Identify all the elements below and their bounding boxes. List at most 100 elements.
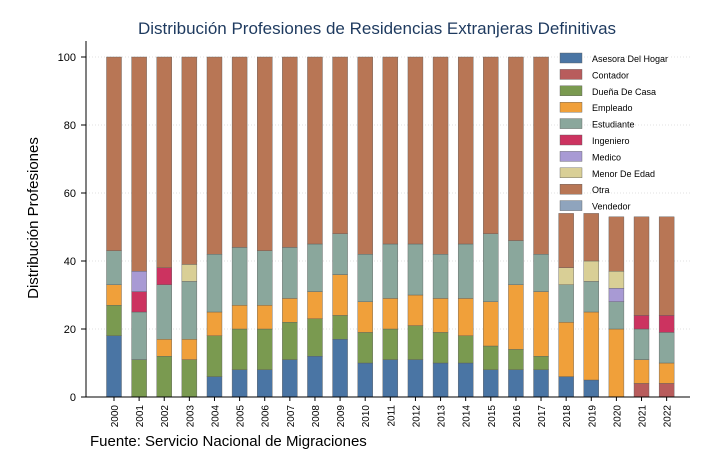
bar-segment — [382, 359, 399, 398]
bar-segment — [533, 356, 549, 371]
bar-segment — [156, 56, 172, 269]
bar-segment — [181, 281, 198, 340]
legend-swatch — [559, 52, 583, 64]
bar-segment — [633, 216, 650, 316]
bar-segment — [156, 267, 172, 285]
bar-segment — [508, 240, 524, 286]
bar-segment — [407, 294, 424, 326]
legend-swatch — [559, 167, 583, 179]
bar-segment — [533, 253, 549, 292]
bar-segment — [332, 339, 348, 398]
bar-segment — [131, 56, 147, 272]
bar-segment — [658, 315, 675, 333]
x-tick-label: 2021 — [638, 405, 649, 428]
bar-segment — [357, 301, 373, 333]
bar-segment — [206, 376, 223, 398]
bar-segment — [432, 253, 449, 299]
y-tick-label: 40 — [64, 256, 76, 268]
bar-segment — [608, 301, 625, 330]
bar-segment — [231, 305, 248, 330]
bar-segment — [483, 345, 499, 370]
bar-segment — [181, 359, 198, 398]
y-axis-label: Distribución Profesiones — [25, 137, 42, 299]
bar-segment — [608, 271, 625, 289]
bar-segment — [131, 359, 147, 398]
bar-segment — [307, 291, 323, 320]
bar-segment — [332, 315, 348, 340]
bar-segment — [533, 369, 549, 398]
bar-segment — [483, 369, 499, 398]
legend-label: Empleado — [592, 103, 633, 113]
bar-segment — [558, 322, 574, 377]
bar-segment — [407, 243, 424, 296]
bar-segment — [307, 356, 323, 398]
bar-segment — [558, 213, 574, 268]
x-tick-label: 2012 — [411, 405, 422, 428]
bar-segment — [608, 288, 625, 303]
bar-segment — [332, 233, 348, 275]
bars — [106, 56, 675, 398]
bar-segment — [357, 56, 373, 255]
bar-segment — [457, 298, 474, 336]
bar-segment — [583, 260, 599, 282]
legend-swatch — [559, 200, 583, 211]
bar-segment — [658, 383, 675, 398]
bar-segment — [156, 339, 172, 357]
bar-segment — [407, 359, 424, 398]
bar-segment — [181, 264, 198, 282]
bar-segment — [658, 332, 675, 364]
bar-segment — [382, 328, 399, 360]
bar-segment — [457, 362, 474, 398]
bar-segment — [658, 362, 675, 384]
bar-segment — [131, 271, 147, 292]
bar-segment — [231, 328, 248, 370]
bar-segment — [432, 332, 449, 364]
bar-segment — [181, 339, 198, 360]
bar-segment — [206, 335, 223, 377]
legend-swatch — [559, 69, 583, 80]
legend-label: Ingeniero — [592, 136, 630, 146]
bar-segment — [633, 315, 650, 330]
bar-segment — [457, 335, 474, 364]
bar-segment — [583, 281, 599, 313]
bar-segment — [257, 328, 273, 370]
x-tick-label: 2004 — [210, 405, 221, 428]
bar-segment — [106, 56, 122, 252]
legend-label: Vendedor — [592, 202, 631, 212]
bar-segment — [633, 328, 650, 360]
bar-segment — [407, 325, 424, 360]
bar-segment — [508, 349, 524, 370]
bar-segment — [282, 247, 298, 299]
x-tick-label: 2000 — [110, 405, 121, 428]
bar-segment — [583, 379, 599, 398]
bar-segment — [257, 305, 273, 330]
bar-segment — [608, 216, 625, 272]
x-tick-label: 2007 — [286, 405, 297, 428]
bar-segment — [483, 56, 499, 235]
bar-segment — [282, 322, 298, 360]
bar-segment — [508, 369, 524, 398]
bar-segment — [633, 383, 650, 398]
chart-title: Distribución Profesiones de Residencias … — [138, 19, 616, 38]
bar-segment — [357, 332, 373, 364]
legend-label: Medico — [592, 152, 621, 162]
bar-segment — [206, 311, 223, 336]
legend-swatch — [559, 118, 583, 129]
y-tick-label: 80 — [64, 120, 76, 132]
legend-swatch — [559, 151, 583, 162]
bar-segment — [106, 305, 122, 337]
bar-segment — [432, 56, 449, 255]
legend-swatch — [559, 183, 583, 195]
x-tick-label: 2006 — [261, 405, 272, 428]
x-tick-label: 2001 — [135, 405, 146, 428]
x-tick-label: 2003 — [185, 405, 196, 428]
legend-label: Contador — [592, 70, 629, 80]
y-tick-label: 100 — [58, 52, 76, 64]
bar-segment — [257, 250, 273, 306]
bar-segment — [206, 56, 223, 255]
x-tick-label: 2020 — [612, 405, 623, 428]
x-tick-label: 2013 — [437, 405, 448, 428]
x-tick-label: 2017 — [537, 405, 548, 428]
bar-segment — [181, 56, 198, 265]
